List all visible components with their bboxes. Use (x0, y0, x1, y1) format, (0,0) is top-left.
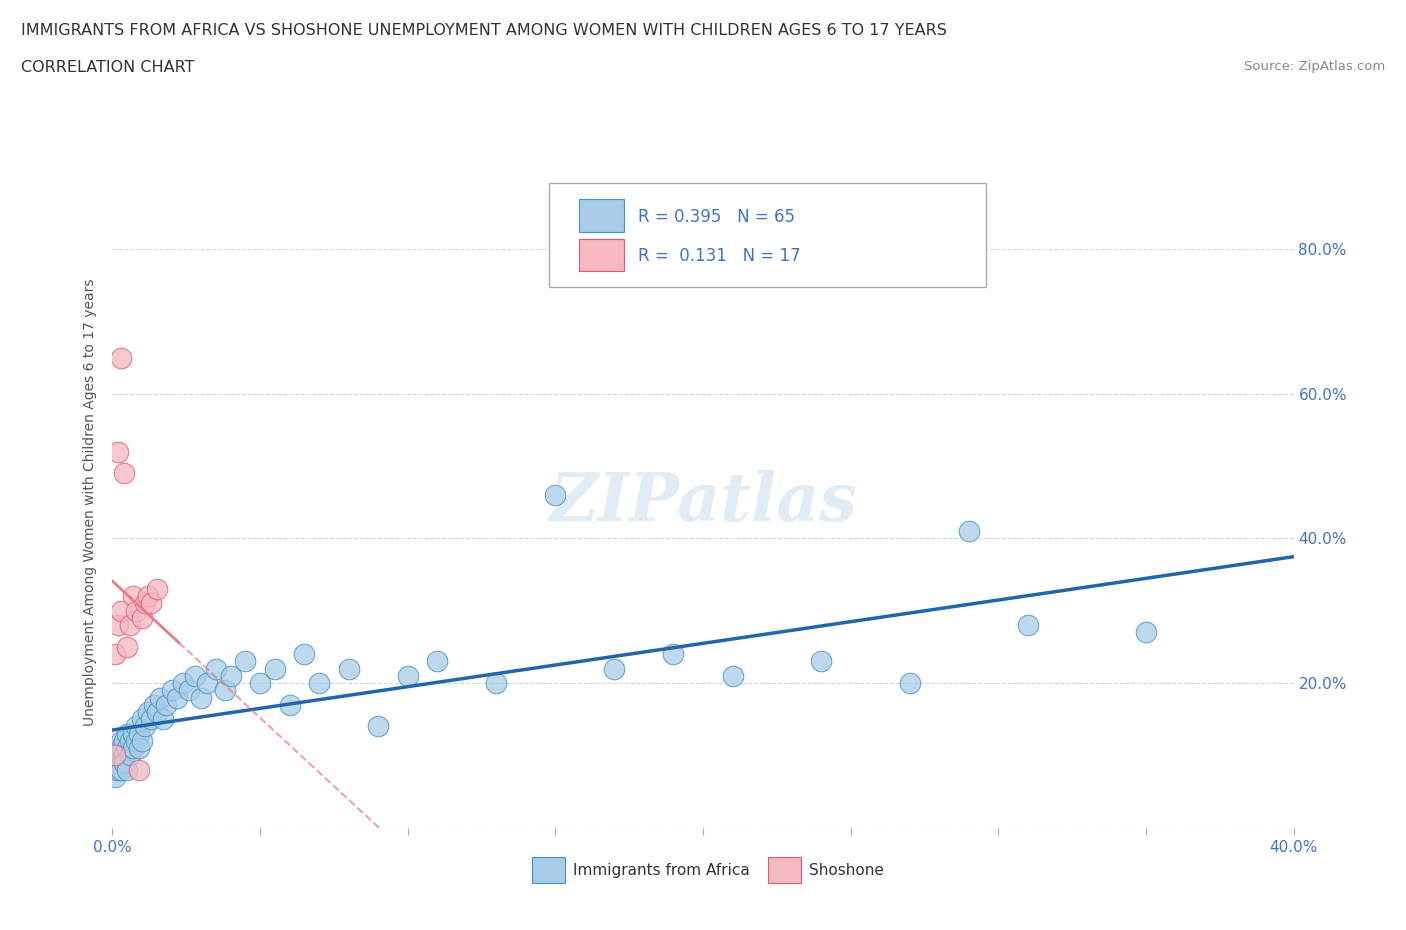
Point (142, 698, 165, 712)
Point (134, 596, 156, 611)
Bar (579, 239, 624, 272)
Point (112, 734, 135, 749)
Point (125, 604, 148, 618)
Text: Shoshone: Shoshone (810, 862, 884, 878)
Text: R = 0.395   N = 65: R = 0.395 N = 65 (638, 208, 794, 226)
Point (155, 698, 177, 712)
Point (214, 683, 236, 698)
Point (131, 734, 153, 749)
Bar (531, 857, 565, 884)
Point (139, 596, 162, 611)
Point (205, 661, 228, 676)
Point (122, 726, 145, 741)
Point (136, 705, 159, 720)
Point (128, 726, 150, 741)
Point (219, 669, 242, 684)
Point (172, 675, 194, 690)
Point (112, 466, 135, 481)
Point (1135, 625, 1157, 640)
Point (136, 589, 159, 604)
Point (104, 770, 127, 785)
Text: Immigrants from Africa: Immigrants from Africa (574, 862, 749, 878)
Point (134, 719, 156, 734)
Point (110, 740, 132, 755)
Point (112, 755, 135, 770)
Point (278, 698, 301, 712)
Point (117, 740, 138, 755)
FancyBboxPatch shape (550, 183, 987, 287)
Text: R =  0.131   N = 17: R = 0.131 N = 17 (638, 247, 800, 265)
Point (107, 763, 129, 777)
Point (308, 675, 330, 690)
Point (662, 646, 685, 661)
Point (721, 669, 744, 684)
Point (104, 763, 127, 777)
Point (603, 661, 626, 676)
Text: IMMIGRANTS FROM AFRICA VS SHOSHONE UNEMPLOYMENT AMONG WOMEN WITH CHILDREN AGES 6: IMMIGRANTS FROM AFRICA VS SHOSHONE UNEMP… (21, 23, 948, 38)
Text: Source: ZipAtlas.com: Source: ZipAtlas.com (1244, 60, 1385, 73)
Point (190, 690, 212, 705)
Y-axis label: Unemployment Among Women with Children Ages 6 to 17 years: Unemployment Among Women with Children A… (83, 278, 97, 726)
Point (107, 755, 129, 770)
Point (166, 690, 188, 705)
Point (125, 719, 148, 734)
Point (120, 618, 142, 632)
Point (110, 350, 132, 365)
Point (1017, 618, 1039, 632)
Point (112, 748, 135, 763)
Point (120, 748, 142, 763)
Point (146, 705, 169, 720)
Point (117, 726, 138, 741)
Point (195, 675, 218, 690)
Point (396, 669, 419, 684)
Point (125, 734, 148, 749)
Point (367, 719, 389, 734)
Point (122, 589, 145, 604)
Point (146, 581, 169, 596)
Point (426, 654, 449, 669)
Point (544, 487, 567, 502)
Point (104, 646, 127, 661)
Point (117, 640, 138, 655)
Point (131, 610, 153, 625)
Text: CORRELATION CHART: CORRELATION CHART (21, 60, 194, 75)
Point (104, 748, 127, 763)
Bar (579, 200, 624, 232)
Point (107, 740, 129, 755)
Point (179, 683, 201, 698)
Point (184, 669, 207, 684)
Point (122, 740, 145, 755)
Bar (768, 857, 801, 884)
Point (957, 524, 980, 538)
Point (117, 763, 138, 777)
Point (139, 711, 162, 726)
Point (131, 711, 153, 726)
Point (107, 618, 129, 632)
Text: ZIPatlas: ZIPatlas (550, 470, 856, 535)
Point (233, 654, 256, 669)
Point (128, 740, 150, 755)
Point (292, 646, 315, 661)
Point (337, 661, 360, 676)
Point (110, 734, 132, 749)
Point (264, 661, 287, 676)
Point (160, 683, 183, 698)
Point (898, 675, 921, 690)
Point (149, 690, 172, 705)
Point (110, 763, 132, 777)
Point (110, 748, 132, 763)
Point (152, 711, 174, 726)
Point (128, 763, 150, 777)
Point (104, 755, 127, 770)
Point (110, 604, 132, 618)
Point (810, 654, 832, 669)
Point (120, 734, 142, 749)
Point (107, 445, 129, 459)
Point (485, 675, 508, 690)
Point (104, 748, 127, 763)
Point (249, 675, 271, 690)
